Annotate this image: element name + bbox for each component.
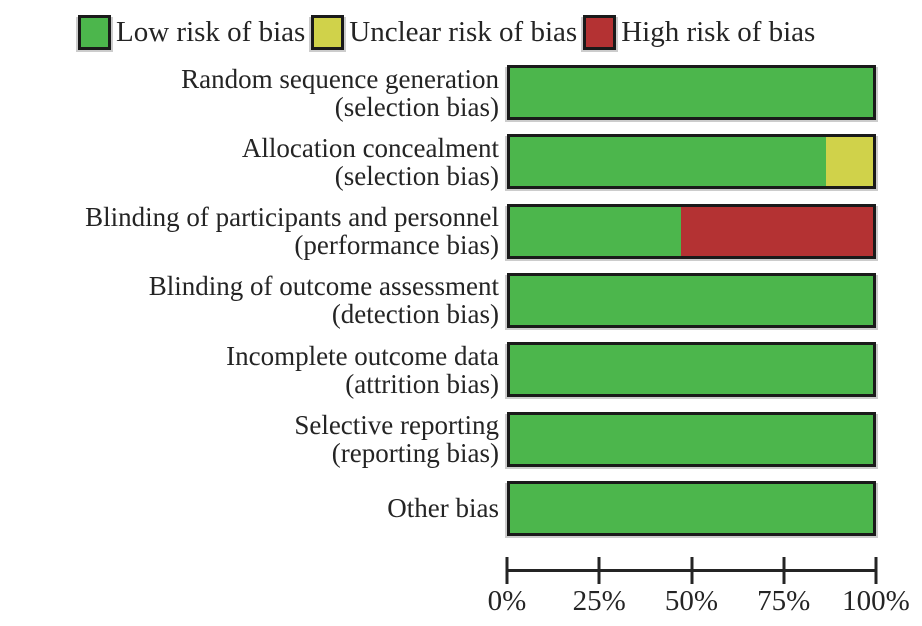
category-label-line: (attrition bias) (345, 368, 499, 399)
legend-label: Unclear risk of bias (349, 15, 578, 48)
chart-row: Allocation concealment (selection bias) (0, 134, 922, 190)
bar-segment (510, 414, 873, 464)
chart-row: Blinding of participants and personnel (p… (0, 203, 922, 259)
legend-item: Low risk of bias (78, 14, 306, 50)
category-label-line: (reporting bias) (331, 438, 499, 469)
category-label: Other bias (0, 494, 507, 522)
x-axis-tick-labels: 0% 25% 50% 75% 100% (488, 585, 910, 619)
bar-segment (510, 137, 826, 187)
x-axis-tick-label: 50% (664, 585, 719, 617)
stacked-bar (507, 203, 876, 259)
x-axis (505, 557, 878, 584)
bar-segment (510, 68, 873, 117)
legend-swatch-icon (78, 14, 111, 50)
x-axis-tick (505, 557, 509, 584)
chart-rows: Random sequence generation (selection bia… (0, 65, 922, 550)
bar-segment (680, 206, 873, 256)
stacked-bar (507, 272, 876, 328)
category-label-line: Allocation concealment (241, 132, 499, 163)
x-axis-tick-label: 75% (757, 585, 811, 617)
chart-row: Selective reporting (reporting bias) (0, 411, 922, 467)
chart-row: Incomplete outcome data (attrition bias) (0, 342, 922, 398)
stacked-bar (507, 480, 876, 536)
category-label-line: Blinding of outcome assessment (148, 271, 499, 302)
bar-segment (510, 483, 873, 533)
category-label: Random sequence generation (selection bia… (0, 65, 507, 121)
stacked-bar (507, 134, 876, 190)
legend-item: Unclear risk of bias (311, 14, 578, 50)
x-axis-tick (874, 557, 878, 584)
legend-swatch-icon (311, 14, 345, 50)
category-label-line: Selective reporting (294, 410, 499, 441)
category-label: Allocation concealment (selection bias) (0, 134, 507, 190)
category-label: Incomplete outcome data (attrition bias) (0, 342, 507, 398)
category-label-line: (performance bias) (294, 230, 499, 261)
bar-segment (825, 137, 873, 187)
category-label-line: Other bias (387, 493, 499, 524)
category-label-line: (selection bias) (334, 91, 499, 122)
category-label-line: (detection bias) (331, 299, 499, 330)
x-axis-tick (690, 557, 693, 584)
legend-swatch-icon (583, 14, 617, 50)
x-axis-tick (597, 557, 601, 584)
bar-segment (510, 345, 873, 395)
legend-item: High risk of bias (583, 14, 816, 50)
chart-row: Other bias (0, 480, 922, 536)
x-axis-tick (782, 557, 786, 584)
bar-segment (510, 275, 873, 325)
legend-label: Low risk of bias (116, 15, 306, 48)
chart-row: Blinding of outcome assessment (detection… (0, 272, 922, 328)
stacked-bar (507, 342, 876, 398)
x-axis-tick-label: 0% (487, 585, 527, 617)
stacked-bar (507, 65, 876, 120)
category-label-line: Incomplete outcome data (226, 340, 499, 371)
bar-segment (510, 206, 681, 256)
category-label: Selective reporting (reporting bias) (0, 411, 507, 467)
chart-legend: Low risk of bias Unclear risk of bias High… (78, 13, 821, 51)
category-label: Blinding of participants and personnel (p… (0, 203, 507, 259)
x-axis-tick-label: 100% (842, 585, 910, 617)
category-label-line: (selection bias) (334, 160, 499, 191)
category-label: Blinding of outcome assessment (detection… (0, 272, 507, 328)
chart-row: Random sequence generation (selection bia… (0, 65, 922, 121)
legend-label: High risk of bias (621, 15, 816, 48)
category-label-line: Blinding of participants and personnel (85, 202, 499, 233)
category-label-line: Random sequence generation (181, 63, 499, 94)
x-axis-tick-label: 25% (572, 585, 626, 617)
stacked-bar (507, 411, 876, 467)
